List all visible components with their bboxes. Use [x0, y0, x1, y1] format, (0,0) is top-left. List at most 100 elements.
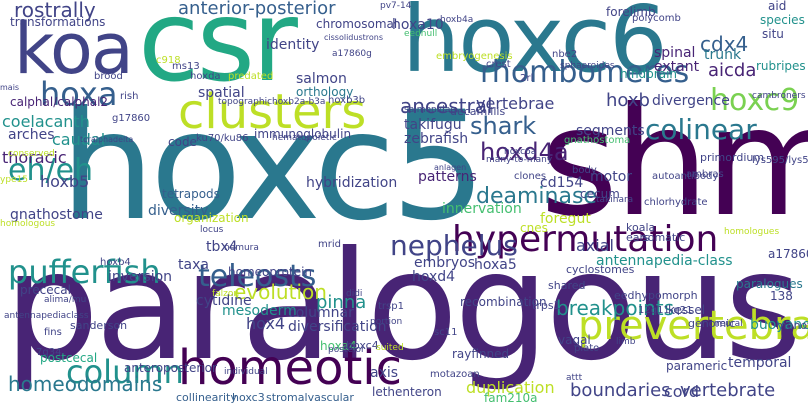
word-transformations: transformations — [10, 15, 106, 29]
word-homeoprotein: homeoprotein — [228, 265, 313, 279]
word-brood: brood — [94, 71, 123, 82]
word-tbx4: tbx4 — [206, 239, 238, 255]
word-diversity: diversity — [148, 203, 209, 219]
word-deaminase: deaminase — [476, 184, 597, 209]
word-trsp1: trsp1 — [378, 301, 404, 312]
word-takihara: takihara — [596, 195, 634, 205]
word-homeotic: homeotic — [178, 340, 402, 396]
word-hoxb3b: hoxb3b — [328, 95, 366, 106]
word-temporal: temporal — [728, 355, 792, 371]
word-hypermutation: hypermutation — [452, 219, 719, 260]
word-suited: suited — [376, 343, 404, 353]
word-taxa: taxa — [178, 257, 209, 273]
word-rostrally: rostrally — [14, 0, 96, 22]
word-g17860: g17860 — [112, 113, 151, 124]
word-lys595: lys595/lys596 — [752, 155, 808, 166]
word-vagal: vagal — [558, 333, 591, 347]
word-body: body — [572, 165, 597, 176]
word-rubripes: rubripes — [756, 59, 806, 73]
word-arches: arches — [8, 127, 55, 143]
word-aicda: aicda — [708, 60, 757, 81]
word-hoxb4: hoxb4 — [100, 257, 131, 268]
word-hoxb5: hoxb5 — [40, 172, 90, 191]
word-pv7-14: pv7-14 — [380, 1, 412, 11]
word-motor: motor — [590, 169, 633, 185]
word-orthology: orthology — [296, 85, 354, 99]
word-kessel: kessel — [668, 303, 706, 317]
word-paralogues: paralogues — [736, 277, 803, 291]
word-patterns: patterns — [418, 169, 477, 185]
word-embryos: embryos — [414, 255, 476, 271]
word-hoxb: hoxb — [606, 90, 650, 111]
word-rish: rish — [120, 91, 139, 102]
word-buoyancy: buoyancy — [750, 317, 808, 333]
word-postcecal: postcecal — [40, 351, 98, 365]
word-genomic: genomic — [688, 317, 736, 330]
word-parameric: parameric — [666, 359, 728, 373]
word-vertebrae: vertebrae — [476, 94, 555, 113]
word-polycomb: polycomb — [632, 13, 681, 24]
word-rhombomeres: rhombomeres — [480, 55, 690, 90]
word-138: 138 — [770, 289, 793, 303]
word-hoxda: hoxda — [190, 71, 221, 82]
word-csr: csr — [138, 0, 298, 107]
word-colinear: colinear — [645, 113, 757, 146]
word-eh-eh: eh/eh — [8, 153, 94, 188]
word-caudal: caudal — [52, 130, 106, 149]
word-coelacanth: coelacanth — [2, 112, 90, 131]
word-takifugu: takifugu — [404, 117, 462, 133]
word-2rl: 2rl — [520, 73, 534, 84]
word-spatial: spatial — [198, 85, 245, 101]
word-didi: didi — [346, 289, 363, 299]
word-aid: aid — [768, 0, 787, 13]
word-decamillis: decamillis — [450, 105, 506, 118]
word-hoxc6: hoxc6 — [402, 0, 668, 93]
word-shark: shark — [470, 112, 537, 140]
word-nomura: nomura — [224, 243, 259, 253]
word-duplication: duplication — [466, 378, 555, 397]
word-code: code — [168, 135, 197, 149]
word-chromosomal: chromosomal — [316, 17, 398, 31]
word-prececal: prececal — [20, 283, 71, 297]
word-primordium: primordium — [700, 151, 765, 164]
word-diversification: diversification — [288, 319, 387, 335]
word-sphaeroides: sphaeroides — [560, 61, 615, 71]
word-predated: predated — [228, 71, 274, 82]
word-koala: koala — [626, 221, 656, 234]
word-salmonidae: salmonidae — [404, 105, 456, 115]
word-hoxa: hoxa — [40, 75, 118, 113]
word-gnathostome: gnathostome — [10, 207, 103, 223]
word-many-to-many: many-to-many — [486, 155, 553, 165]
word-ype15: ype15 — [0, 175, 29, 185]
word-somatic: somatic — [642, 231, 686, 244]
word-7q34: 7q34 — [36, 347, 62, 358]
word-hoxa10: hoxa10 — [392, 17, 444, 33]
word-eednull: eednull — [404, 29, 438, 39]
word-anteroposterior: anteroposterior — [124, 361, 217, 375]
word-immunoglobulin: immunoglobulin — [254, 127, 352, 141]
word-spinal: spinal — [654, 45, 696, 61]
word-trps1: trps1 — [532, 299, 561, 312]
word-a17860g: a17860g — [332, 49, 372, 59]
word-inversion: inversion — [108, 269, 173, 285]
word-identity: identity — [266, 37, 320, 53]
word-cissolidustrons: cissolidustrons — [324, 33, 383, 42]
word-falzon: falzon — [212, 289, 240, 299]
word-organization: organization — [174, 211, 249, 225]
word-locus: locus — [200, 225, 224, 235]
word-conserved: conserved — [8, 149, 55, 159]
word-extant: extant — [654, 59, 700, 75]
word-antennapedia-class: antennapedia-class — [596, 253, 733, 269]
word-sanderson: sanderson — [70, 319, 128, 332]
word-hoxd4a: hoxd4a — [480, 138, 569, 166]
word-foregut: foregut — [540, 211, 591, 227]
word-fins: fins — [44, 327, 62, 338]
word-column: column — [66, 353, 184, 391]
word-tcralphadelta: tcralphadelta — [80, 135, 134, 144]
word-recombination: recombination — [460, 295, 547, 309]
word-cord: cord — [664, 382, 700, 401]
word-situ: situ — [762, 27, 784, 41]
word-homologues: homologues — [724, 227, 780, 237]
word-axis: axis — [370, 365, 399, 381]
